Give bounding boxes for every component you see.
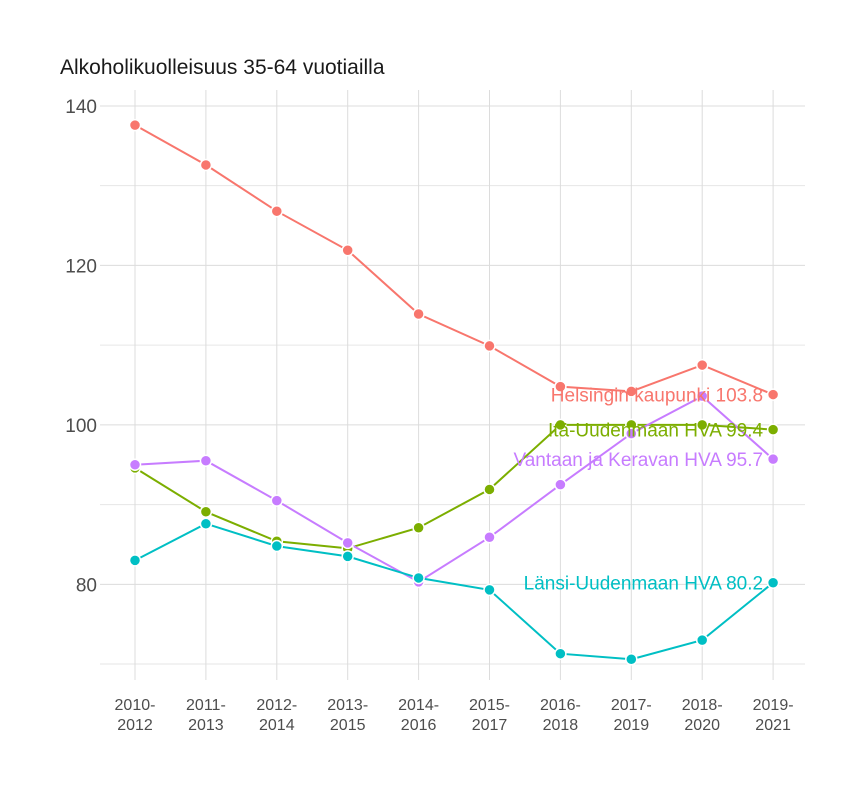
x-tick-label: 2013-2015 xyxy=(327,697,368,734)
data-point xyxy=(412,307,425,321)
data-point xyxy=(483,531,496,544)
data-point xyxy=(128,458,142,471)
data-point xyxy=(554,418,567,432)
series-end-label: Helsingin kaupunki 103.8 xyxy=(551,386,763,407)
data-point xyxy=(625,427,638,440)
x-tick-label: 2018-2020 xyxy=(682,697,723,734)
series-line xyxy=(134,423,774,550)
x-tick-label: 2010-2012 xyxy=(115,697,156,734)
data-point xyxy=(412,571,425,585)
data-point xyxy=(341,550,354,563)
data-point xyxy=(695,633,709,647)
series-line xyxy=(134,522,774,661)
x-tick-label: 2019-2021 xyxy=(753,697,794,734)
data-point xyxy=(695,418,709,432)
series-end-label: Länsi-Uudenmaan HVA 80.2 xyxy=(524,574,763,595)
y-axis: 80 100 120 140 xyxy=(65,97,97,596)
x-tick-label: 2015-2017 xyxy=(469,697,510,734)
data-point xyxy=(341,536,354,550)
series-line xyxy=(134,394,774,584)
data-point xyxy=(483,583,496,597)
data-point xyxy=(199,158,213,172)
data-point xyxy=(554,478,567,491)
x-tick-label: 2014-2016 xyxy=(398,697,439,734)
data-point xyxy=(695,358,709,372)
y-tick-label: 140 xyxy=(65,97,97,118)
y-tick-label: 100 xyxy=(65,416,97,437)
data-point xyxy=(625,653,638,666)
x-tick-label: 2016-2018 xyxy=(540,697,581,734)
data-point xyxy=(199,517,213,530)
y-tick-label: 80 xyxy=(76,575,97,596)
data-point xyxy=(128,118,142,132)
data-point xyxy=(766,576,780,589)
x-tick-label: 2012-2014 xyxy=(256,697,297,734)
data-point xyxy=(270,539,284,553)
data-point xyxy=(483,339,496,353)
data-point xyxy=(199,454,213,467)
data-point xyxy=(270,204,284,218)
data-point xyxy=(554,380,567,393)
data-point xyxy=(412,521,425,534)
data-point xyxy=(695,389,709,403)
x-axis: 2010-2012 2011-2013 2012-2014 2013-2015 2014… xyxy=(115,697,794,734)
data-point xyxy=(766,452,780,466)
end-labels: Helsingin kaupunki 103.8 Itä-Uudenmaan HV… xyxy=(513,386,763,595)
data-point xyxy=(625,385,638,398)
data-point xyxy=(483,483,496,496)
x-tick-label: 2011-2013 xyxy=(186,697,226,734)
series-points xyxy=(128,118,780,666)
data-point xyxy=(270,494,284,507)
data-point xyxy=(766,423,780,436)
data-point xyxy=(766,388,780,401)
data-point xyxy=(199,505,213,519)
x-tick-label: 2017-2019 xyxy=(611,697,652,734)
series-line xyxy=(134,124,774,396)
chart-title: Alkoholikuolleisuus 35-64 vuotiailla xyxy=(60,56,385,79)
data-point xyxy=(341,244,354,257)
series-lines xyxy=(134,124,774,661)
y-tick-label: 120 xyxy=(65,256,97,277)
series-end-label: Vantaan ja Keravan HVA 95.7 xyxy=(513,450,763,471)
series-end-label: Itä-Uudenmaan HVA 99.4 xyxy=(548,421,764,442)
data-point xyxy=(128,554,142,567)
data-point xyxy=(554,647,567,660)
